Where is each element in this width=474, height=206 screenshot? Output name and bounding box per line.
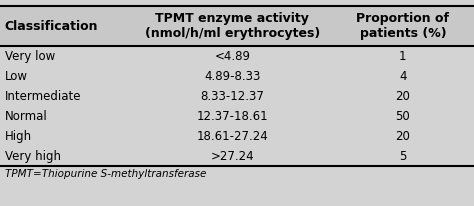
Text: Very low: Very low (5, 50, 55, 63)
Text: Very high: Very high (5, 150, 61, 163)
Text: 1: 1 (399, 50, 407, 63)
Bar (0, 66, 474, 86)
Text: 12.37-18.61: 12.37-18.61 (196, 110, 268, 123)
Text: >27.24: >27.24 (210, 150, 254, 163)
Text: 5: 5 (399, 150, 407, 163)
Text: Intermediate: Intermediate (5, 90, 81, 103)
Bar (0, 6, 474, 46)
Text: Normal: Normal (5, 110, 47, 123)
Bar (0, 126, 474, 146)
Text: 50: 50 (395, 110, 410, 123)
Text: High: High (5, 130, 32, 143)
Bar (0, 46, 474, 66)
Bar (0, 86, 474, 106)
Text: Low: Low (5, 70, 28, 83)
Text: Classification: Classification (5, 20, 98, 33)
Text: 8.33-12.37: 8.33-12.37 (201, 90, 264, 103)
Bar (0, 146, 474, 166)
Text: TPMT enzyme activity
(nmol/h/ml erythrocytes): TPMT enzyme activity (nmol/h/ml erythroc… (145, 12, 320, 40)
Text: 20: 20 (395, 90, 410, 103)
Text: <4.89: <4.89 (214, 50, 250, 63)
Text: 4: 4 (399, 70, 407, 83)
Bar (0, 106, 474, 126)
Text: 4.89-8.33: 4.89-8.33 (204, 70, 260, 83)
Text: 20: 20 (395, 130, 410, 143)
Text: 18.61-27.24: 18.61-27.24 (196, 130, 268, 143)
Text: Proportion of
patients (%): Proportion of patients (%) (356, 12, 449, 40)
Text: TPMT=Thiopurine S-methyltransferase: TPMT=Thiopurine S-methyltransferase (5, 169, 206, 179)
